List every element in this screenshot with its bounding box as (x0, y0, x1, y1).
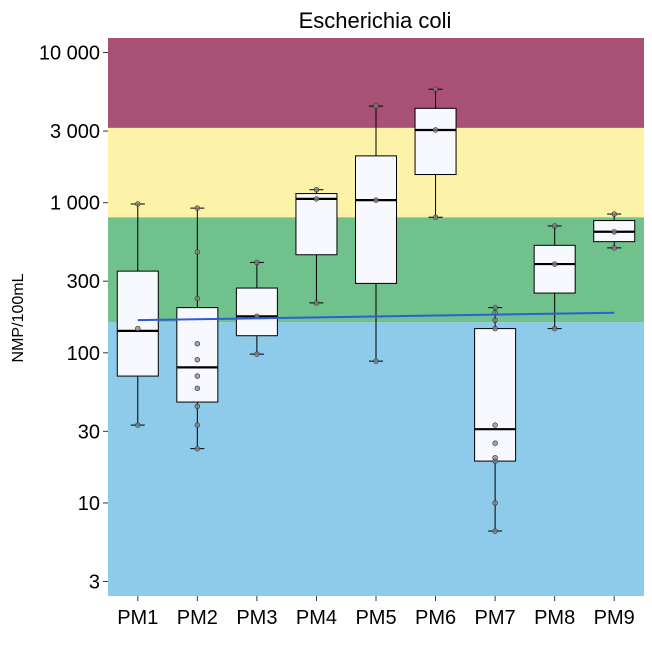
trend-line (137, 311, 615, 322)
data-point (492, 325, 498, 332)
x-tick-label: PM9 (594, 607, 635, 629)
data-point (194, 295, 201, 302)
data-point (194, 205, 201, 211)
x-tick-label: PM4 (296, 607, 337, 629)
data-point (313, 187, 320, 193)
box (116, 270, 159, 377)
y-tick-label: 10 (78, 493, 100, 515)
x-tick-label: PM6 (415, 607, 456, 629)
y-axis-label: NMP/100mL (10, 273, 27, 362)
box (533, 244, 576, 294)
chart-title: Escherichia coli (299, 8, 452, 33)
x-tick-label: PM1 (117, 607, 158, 629)
box (295, 193, 338, 256)
data-point (373, 358, 379, 364)
y-tick-label: 10 000 (39, 43, 100, 65)
box (355, 155, 397, 284)
data-point (194, 249, 201, 255)
data-point (194, 341, 201, 347)
data-point (492, 422, 498, 428)
data-point (551, 261, 558, 267)
data-point (373, 197, 379, 203)
data-point (611, 211, 617, 217)
box (414, 107, 457, 176)
data-point (492, 304, 498, 311)
data-point (254, 259, 260, 266)
axes: 3 10 30 100 300 1 000 3 000 10 000 PM1 PM2 PM3 PM4 P… (39, 43, 635, 629)
data-point (492, 455, 498, 461)
data-point (194, 445, 201, 452)
boxplot-pm5 (355, 103, 397, 364)
box (474, 328, 517, 462)
y-tick-label: 100 (67, 343, 100, 365)
y-tick-label: 3 (89, 571, 100, 593)
data-point (492, 317, 498, 323)
data-point (194, 373, 201, 379)
trend-line-layer (137, 311, 615, 322)
data-point (194, 422, 201, 428)
data-point (194, 385, 201, 392)
boxplot-pm9 (593, 211, 636, 251)
x-tick-label: PM3 (236, 607, 277, 629)
boxplot-pm8 (533, 223, 576, 332)
y-tick-label: 3 000 (50, 121, 100, 143)
data-point (492, 440, 498, 446)
data-point (313, 196, 320, 202)
data-point (551, 325, 558, 332)
boxplot-pm1 (116, 201, 159, 428)
x-tick-label: PM2 (177, 607, 218, 629)
data-point (611, 229, 617, 235)
data-point (373, 103, 379, 109)
x-tick-label: PM5 (355, 607, 396, 629)
data-point (492, 500, 498, 506)
data-point (432, 214, 439, 220)
boxplot-pm2 (176, 205, 219, 452)
x-tick-label: PM8 (534, 607, 575, 629)
data-point (254, 351, 260, 357)
data-point (135, 325, 141, 332)
data-point (611, 245, 617, 251)
box (235, 287, 278, 337)
data-point (492, 528, 498, 534)
data-point (313, 300, 320, 306)
data-point (135, 201, 141, 207)
y-tick-label: 30 (78, 421, 100, 443)
boxplot-pm4 (295, 187, 338, 306)
data-point (432, 127, 439, 133)
data-point (432, 86, 439, 92)
y-tick-label: 1 000 (50, 193, 100, 215)
y-tick-label: 300 (67, 271, 100, 293)
data-point (194, 356, 201, 363)
data-point (194, 403, 201, 410)
data-point (135, 422, 141, 428)
boxplot-pm6 (414, 86, 457, 220)
x-tick-label: PM7 (475, 607, 516, 629)
data-point (551, 223, 558, 229)
